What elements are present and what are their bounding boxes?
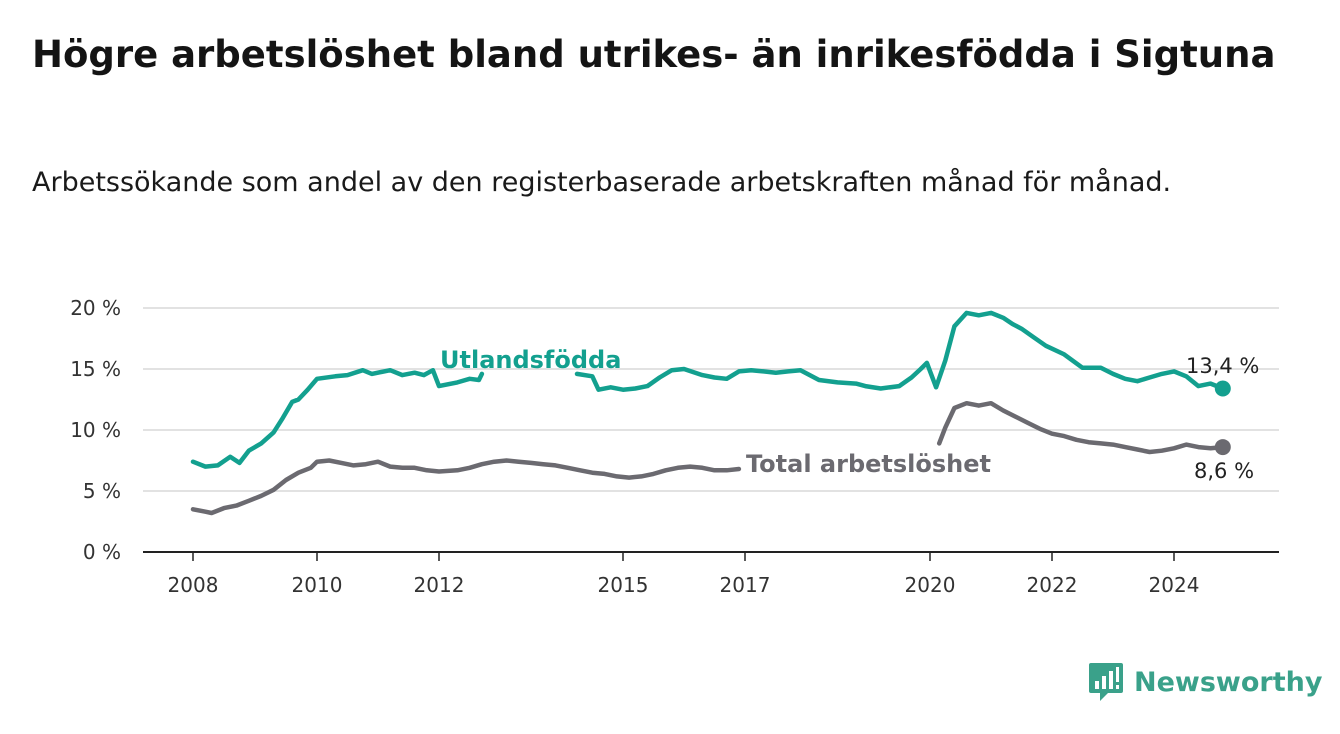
x-tick-label: 2015 (598, 573, 649, 597)
end-point-utlandsfodda (1214, 380, 1231, 397)
brand-name: Newsworthy (1134, 666, 1323, 698)
series-line-total (190, 400, 1226, 516)
series-labels: Utlandsfödda Total arbetslöshet (440, 346, 991, 478)
end-label-utlandsfodda: 13,4 % (1186, 354, 1259, 378)
bar-chart-icon (1089, 663, 1123, 701)
x-tick-label: 2024 (1149, 573, 1200, 597)
y-tick-label: 5 % (83, 479, 121, 503)
series-label-utlandsfodda: Utlandsfödda (440, 346, 621, 374)
gridlines (143, 307, 1279, 553)
x-tick-label: 2020 (905, 573, 956, 597)
chart-subtitle: Arbetssökande som andel av den registerb… (32, 167, 1172, 198)
x-axis-ticks: 2008 2010 2012 2015 2017 2020 2022 2024 (168, 552, 1200, 597)
x-tick-label: 2012 (414, 573, 465, 597)
end-label-total: 8,6 % (1194, 459, 1254, 483)
x-tick-label: 2022 (1027, 573, 1078, 597)
end-labels: 13,4 % 8,6 % (1186, 354, 1259, 483)
x-tick-label: 2010 (292, 573, 343, 597)
chart-title: Högre arbetslöshet bland utrikes- än inr… (32, 33, 1276, 76)
x-tick-label: 2017 (720, 573, 771, 597)
y-tick-label: 10 % (70, 418, 121, 442)
series-line-utlandsfodda (190, 310, 1226, 469)
newsworthy-logo: Newsworthy (1088, 660, 1322, 704)
y-tick-label: 20 % (70, 296, 121, 320)
series-lines (190, 310, 1231, 516)
end-point-total (1214, 439, 1231, 456)
x-tick-label: 2008 (168, 573, 219, 597)
y-axis-ticks: 0 % 5 % 10 % 15 % 20 % (70, 296, 121, 564)
y-tick-label: 15 % (70, 357, 121, 381)
series-label-total: Total arbetslöshet (746, 450, 991, 478)
y-tick-label: 0 % (83, 540, 121, 564)
